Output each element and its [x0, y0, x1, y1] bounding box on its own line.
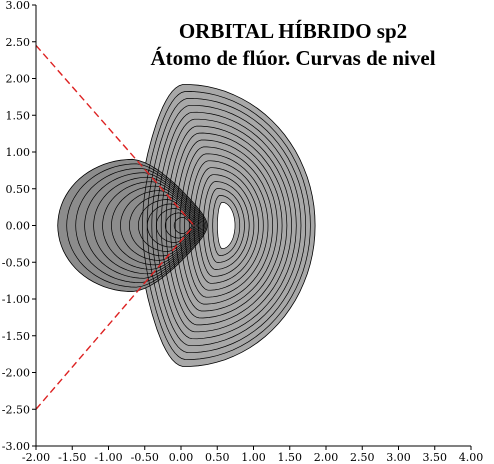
y-tick-label: 1.00 [6, 146, 31, 159]
x-tick-label: 0.50 [205, 451, 230, 464]
positive-contour-line [160, 118, 292, 333]
x-tick-label: 4.00 [459, 451, 484, 464]
y-tick-label: -0.50 [2, 256, 30, 269]
negative-lobe-fill [57, 158, 208, 293]
x-tick-label: -2.00 [22, 451, 50, 464]
negative-contour-line [111, 185, 201, 266]
negative-contour-line [84, 172, 204, 279]
y-axis-ticks: 3.00 2.50 2.00 1.50 1.00 0.50 0.00 -0.50 -1.00 -1… [2, 0, 36, 453]
negative-contour-line [102, 181, 202, 270]
y-tick-label: 2.00 [6, 73, 31, 86]
x-tick-label: 1.00 [241, 451, 266, 464]
positive-contour-line [188, 160, 264, 291]
y-tick-label: 1.50 [6, 109, 31, 122]
x-tick-label: -1.00 [94, 451, 122, 464]
x-tick-label: -0.50 [131, 451, 159, 464]
positive-contour-line [170, 132, 283, 319]
positive-contour-line [179, 146, 274, 305]
positive-contour-line [142, 91, 311, 360]
positive-contour-line [151, 104, 302, 347]
y-tick-label: -3.00 [2, 440, 30, 453]
negative-contour-line [146, 203, 196, 248]
positive-contour-line [212, 195, 241, 256]
y-tick-label: 0.00 [6, 220, 31, 233]
x-tick-label: 2.00 [314, 451, 339, 464]
y-tick-label: -2.00 [2, 367, 30, 380]
x-tick-label: 0.00 [169, 451, 194, 464]
nodal-line [35, 225, 195, 410]
x-tick-label: 2.50 [350, 451, 375, 464]
x-tick-label: 1.50 [278, 451, 303, 464]
chart-subtitle: Átomo de flúor. Curvas de nivel [150, 46, 435, 70]
negative-contour-line [155, 208, 195, 243]
y-tick-label: 0.50 [6, 183, 31, 196]
negative-contour-line [66, 163, 207, 288]
positive-contour-line [184, 153, 269, 298]
negative-contour-line [129, 194, 198, 257]
negative-contour-line [173, 217, 192, 234]
negative-contour-line [138, 199, 197, 252]
contour-lines [57, 84, 316, 367]
positive-contour-line [174, 139, 278, 312]
positive-contour-line [207, 188, 245, 263]
y-tick-label: -2.50 [2, 403, 30, 416]
nodal-plane-lines [35, 44, 195, 410]
y-tick-label: 2.50 [6, 36, 31, 49]
nodal-line [35, 44, 195, 226]
x-tick-label: 3.00 [386, 451, 411, 464]
chart-title: ORBITAL HÍBRIDO sp2 [179, 19, 407, 43]
x-tick-label: 3.50 [423, 451, 448, 464]
y-tick-label: -1.00 [2, 293, 30, 306]
y-tick-label: -1.50 [2, 330, 30, 343]
y-tick-label: 3.00 [6, 0, 31, 12]
negative-contour-line [93, 176, 203, 275]
x-axis-ticks: -2.00 -1.50 -1.00 -0.50 0.00 0.50 1.00 1.50 2.00… [22, 446, 483, 464]
negative-contour-line [164, 212, 194, 239]
negative-contour-line [75, 167, 206, 284]
x-tick-label: -1.50 [58, 451, 86, 464]
positive-contour-line [217, 202, 236, 249]
positive-contour-line [165, 125, 288, 326]
negative-contour-line [120, 190, 200, 261]
